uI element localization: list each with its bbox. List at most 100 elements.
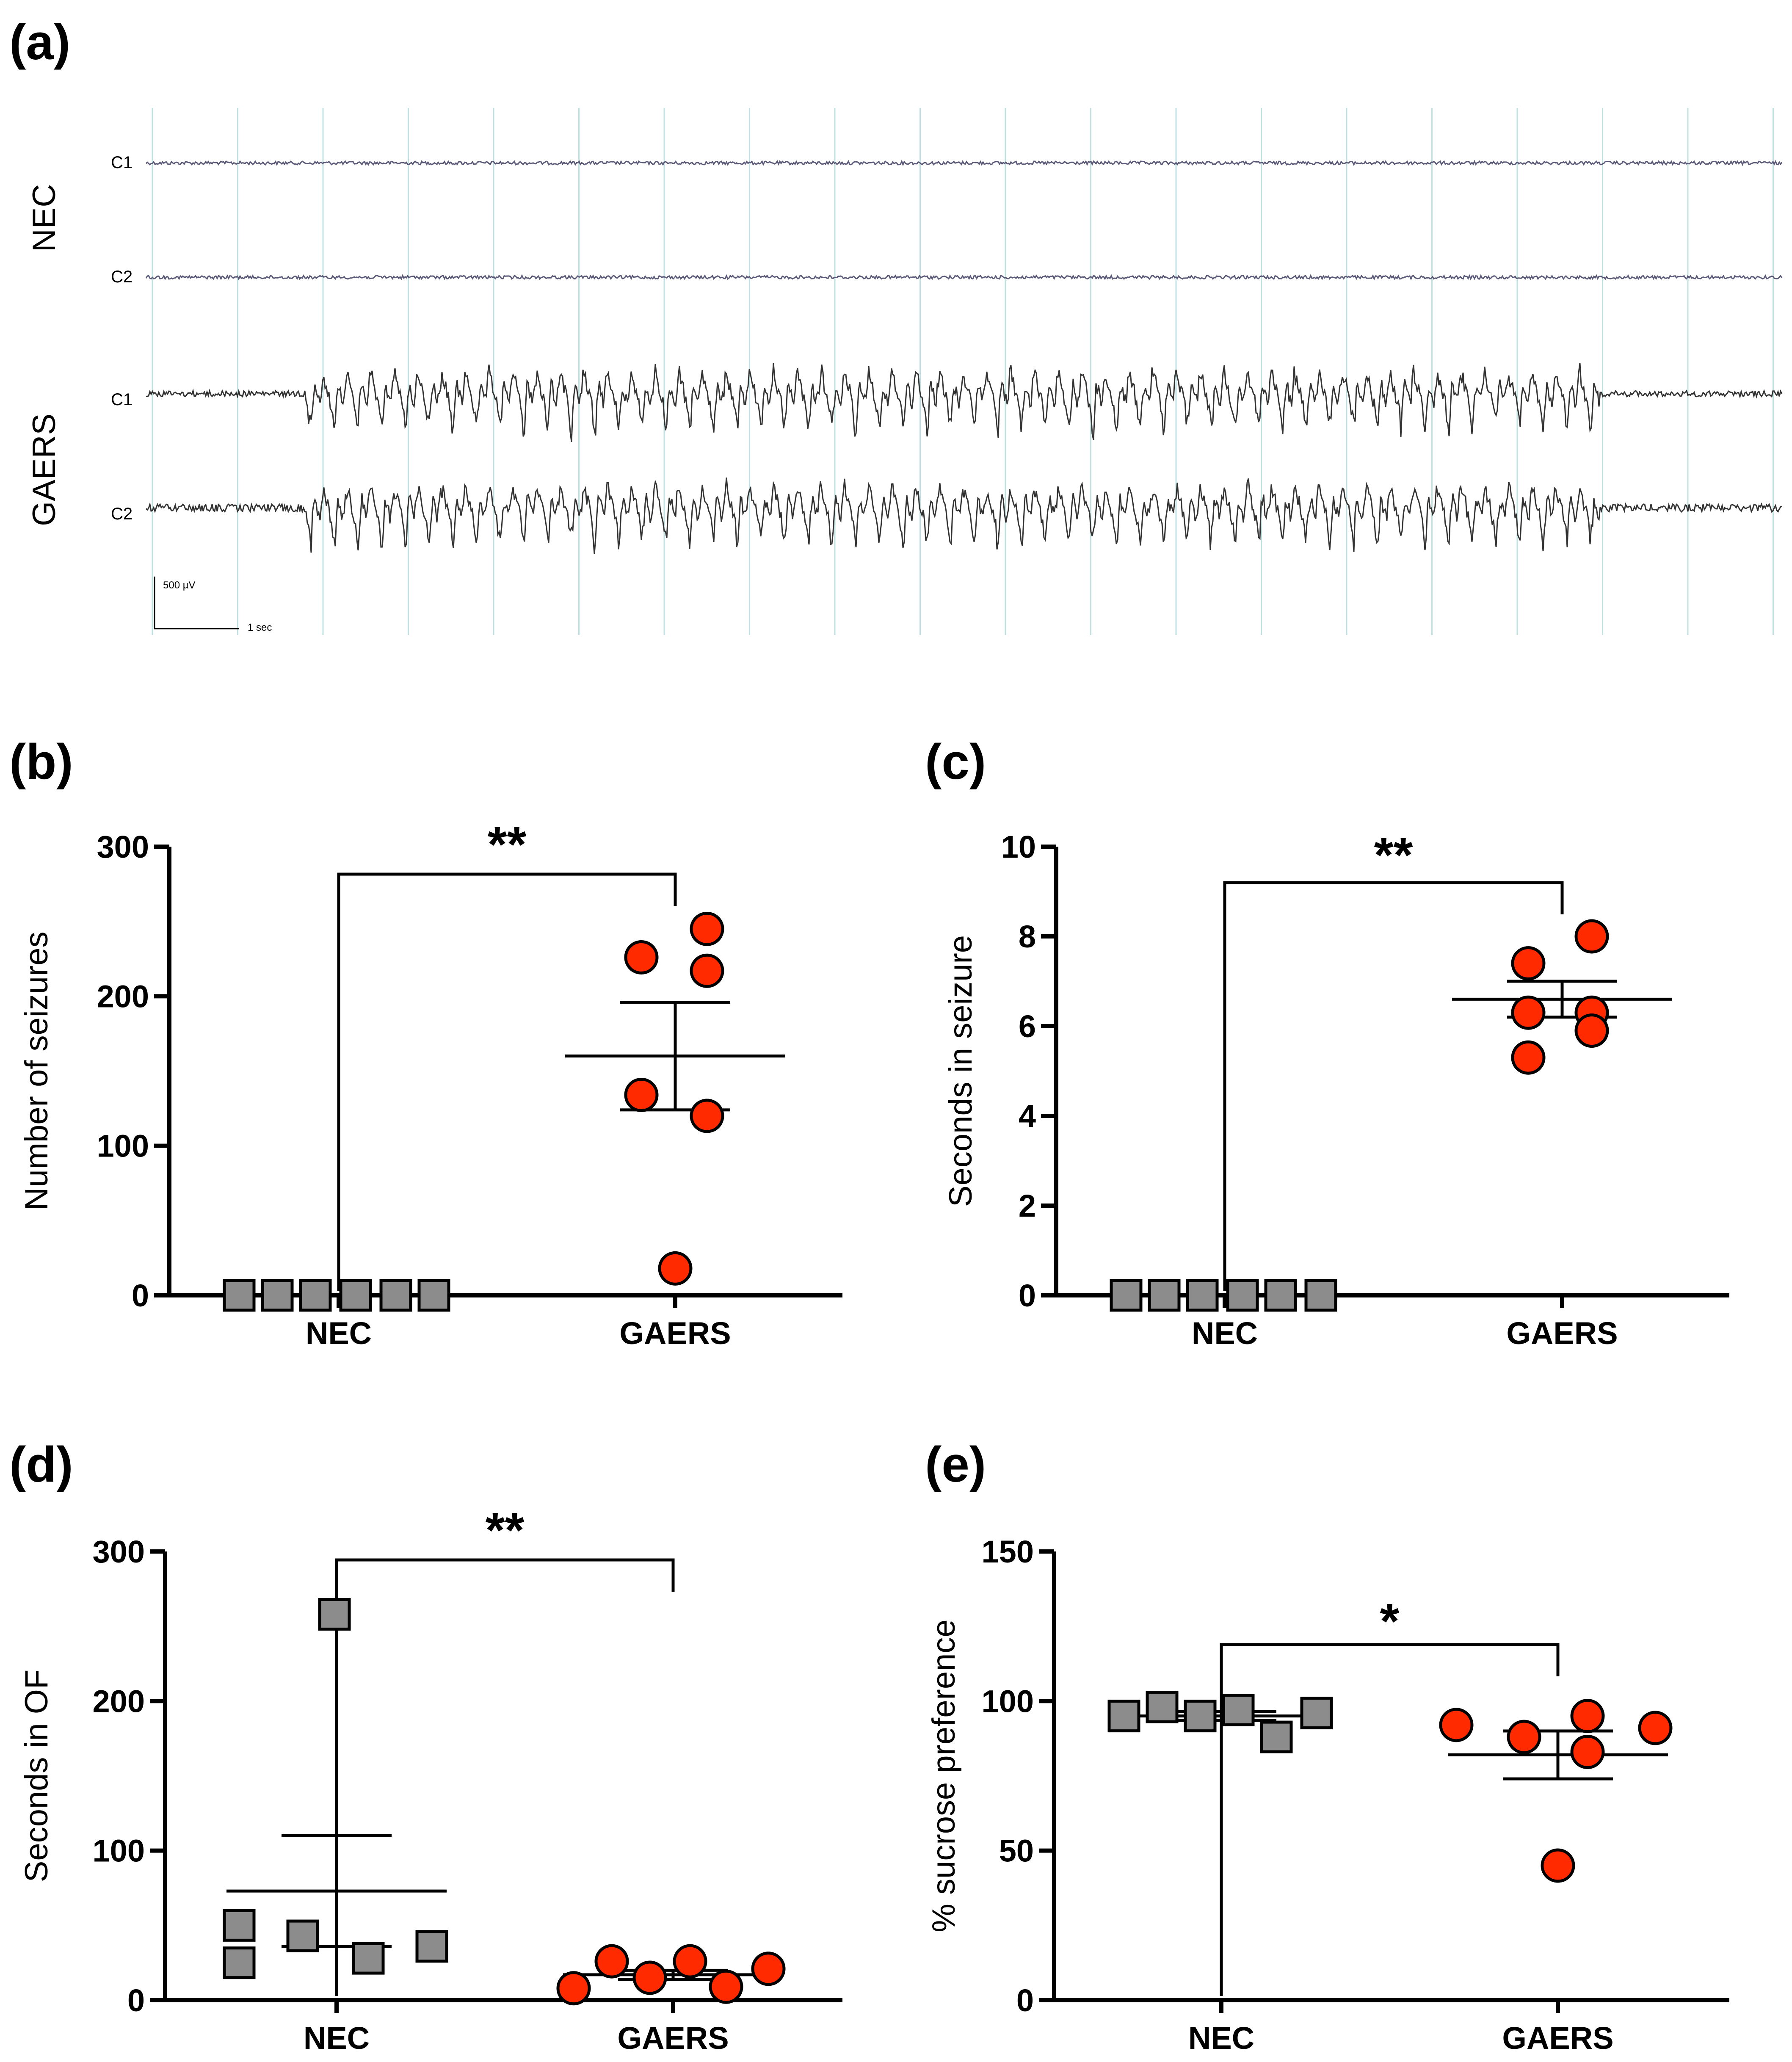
data-point-nec [223, 1279, 256, 1312]
x-tick-label-gaers: GAERS [619, 1316, 731, 1351]
data-point-gaers [709, 1969, 743, 2004]
x-tick-label-nec: NEC [306, 1316, 372, 1351]
data-point-gaers [1511, 995, 1546, 1030]
x-tick-label-gaers: GAERS [1502, 2021, 1613, 2056]
data-point-gaers [1574, 919, 1609, 954]
data-point-nec [1110, 1279, 1143, 1312]
eeg-group-label-gaers: GAERS [26, 414, 62, 526]
data-point-gaers [1570, 1699, 1605, 1734]
data-point-gaers [624, 1078, 659, 1112]
data-point-nec [415, 1930, 448, 1963]
chart-panel-e: (e) 0 50 100 150 NEC GAERS % sucrose preference… [925, 1437, 1729, 2056]
data-point-nec [1146, 1690, 1179, 1723]
x-tick-label-gaers: GAERS [1506, 1316, 1618, 1351]
eeg-channel-label-nec-c1: C1 [111, 153, 133, 172]
eeg-channel-label-nec-c2: C2 [111, 268, 133, 286]
data-point-nec [223, 1946, 256, 1979]
data-point-gaers [1638, 1711, 1673, 1745]
data-point-gaers [1541, 1848, 1575, 1883]
data-point-gaers [690, 953, 724, 988]
data-point-gaers [1507, 1720, 1541, 1754]
data-point-gaers [624, 940, 659, 974]
y-tick-label: 0 [132, 1278, 149, 1313]
y-axis-label: % sucrose preference [926, 1619, 962, 1932]
y-tick-label: 0 [1016, 1983, 1034, 2018]
panel-label-b: (b) [9, 734, 73, 790]
data-point-nec [1304, 1279, 1337, 1312]
data-point-gaers [673, 1944, 707, 1979]
significance-bracket [335, 1558, 675, 1996]
y-tick-label: 50 [999, 1833, 1034, 1869]
y-tick-label: 10 [1001, 829, 1036, 864]
y-tick-label: 100 [93, 1833, 145, 1869]
x-tick-label-gaers: GAERS [617, 2021, 729, 2056]
chart-panel-c: (c) 0 2 4 6 8 10 NEC GAERS Seconds in seizure ** [925, 734, 1729, 1351]
data-point-nec [223, 1909, 256, 1942]
data-point-nec [1184, 1700, 1217, 1733]
data-point-gaers [1570, 1734, 1605, 1769]
y-tick-label: 300 [93, 1534, 145, 1569]
data-point-gaers [594, 1944, 629, 1979]
significance-bracket [1220, 1643, 1560, 1996]
eeg-trace-nec-c1 [145, 160, 1783, 166]
data-point-nec [299, 1279, 332, 1312]
data-point-nec [1107, 1700, 1140, 1733]
data-point-gaers [632, 1960, 667, 1995]
data-point-gaers [1511, 946, 1546, 981]
eeg-trace-gaers-c1 [146, 363, 1783, 442]
data-point-nec [286, 1919, 319, 1952]
eeg-panel: (a) NEC GAERS C1 C2 C1 C2 500 µV 1 sec [9, 14, 1783, 635]
data-point-gaers [1511, 1040, 1546, 1075]
eeg-channel-label-gaers-c1: C1 [111, 390, 133, 409]
y-axis-label: Seconds in OF [19, 1670, 55, 1883]
x-tick-label-nec: NEC [304, 2021, 370, 2056]
significance-label: * [1380, 1593, 1400, 1649]
y-axis-label: Number of seizures [19, 932, 55, 1211]
y-tick-label: 150 [982, 1534, 1034, 1569]
data-point-gaers [556, 1971, 591, 2006]
y-tick-label: 100 [982, 1684, 1034, 1719]
y-tick-label: 2 [1019, 1188, 1036, 1223]
panel-label-e: (e) [925, 1437, 986, 1493]
eeg-scale-bar: 500 µV 1 sec [154, 577, 272, 633]
eeg-scale-time: 1 sec [248, 622, 272, 633]
data-point-nec [339, 1279, 372, 1312]
y-tick-label: 100 [97, 1129, 149, 1164]
y-tick-label: 8 [1019, 919, 1036, 954]
y-tick-label: 0 [1019, 1278, 1036, 1313]
eeg-channel-label-gaers-c2: C2 [111, 505, 133, 523]
data-point-nec [1148, 1279, 1181, 1312]
y-tick-label: 200 [93, 1684, 145, 1719]
significance-label: ** [488, 817, 527, 872]
y-axis-label: Seconds in seizure [943, 935, 979, 1207]
y-tick-label: 200 [97, 979, 149, 1014]
data-point-nec [1186, 1279, 1219, 1312]
y-tick-label: 300 [97, 829, 149, 864]
data-point-nec [352, 1942, 385, 1975]
data-point-gaers [690, 1099, 724, 1133]
data-point-nec [1226, 1279, 1259, 1312]
y-tick-label: 0 [127, 1983, 145, 2018]
panel-label-a: (a) [9, 14, 70, 70]
significance-label: ** [486, 1502, 525, 1558]
significance-bracket [337, 872, 677, 1291]
data-point-nec [318, 1598, 351, 1631]
data-point-nec [1222, 1694, 1255, 1727]
data-point-nec [1300, 1697, 1333, 1730]
y-tick-label: 6 [1019, 1009, 1036, 1044]
panel-label-c: (c) [925, 734, 986, 790]
chart-panel-d: (d) 0 100 200 300 NEC GAERS Seconds in OF ** [9, 1437, 842, 2056]
eeg-trace-gaers-c2 [145, 478, 1782, 555]
data-point-nec [1264, 1279, 1297, 1312]
data-point-nec [379, 1279, 412, 1312]
data-point-gaers [1439, 1708, 1474, 1742]
eeg-scale-amplitude: 500 µV [163, 580, 196, 591]
panel-label-d: (d) [9, 1437, 73, 1493]
data-point-nec [1260, 1720, 1293, 1753]
data-point-gaers [658, 1251, 693, 1286]
data-point-gaers [690, 911, 724, 946]
eeg-group-label-nec: NEC [26, 184, 62, 252]
y-tick-label: 4 [1019, 1099, 1036, 1134]
